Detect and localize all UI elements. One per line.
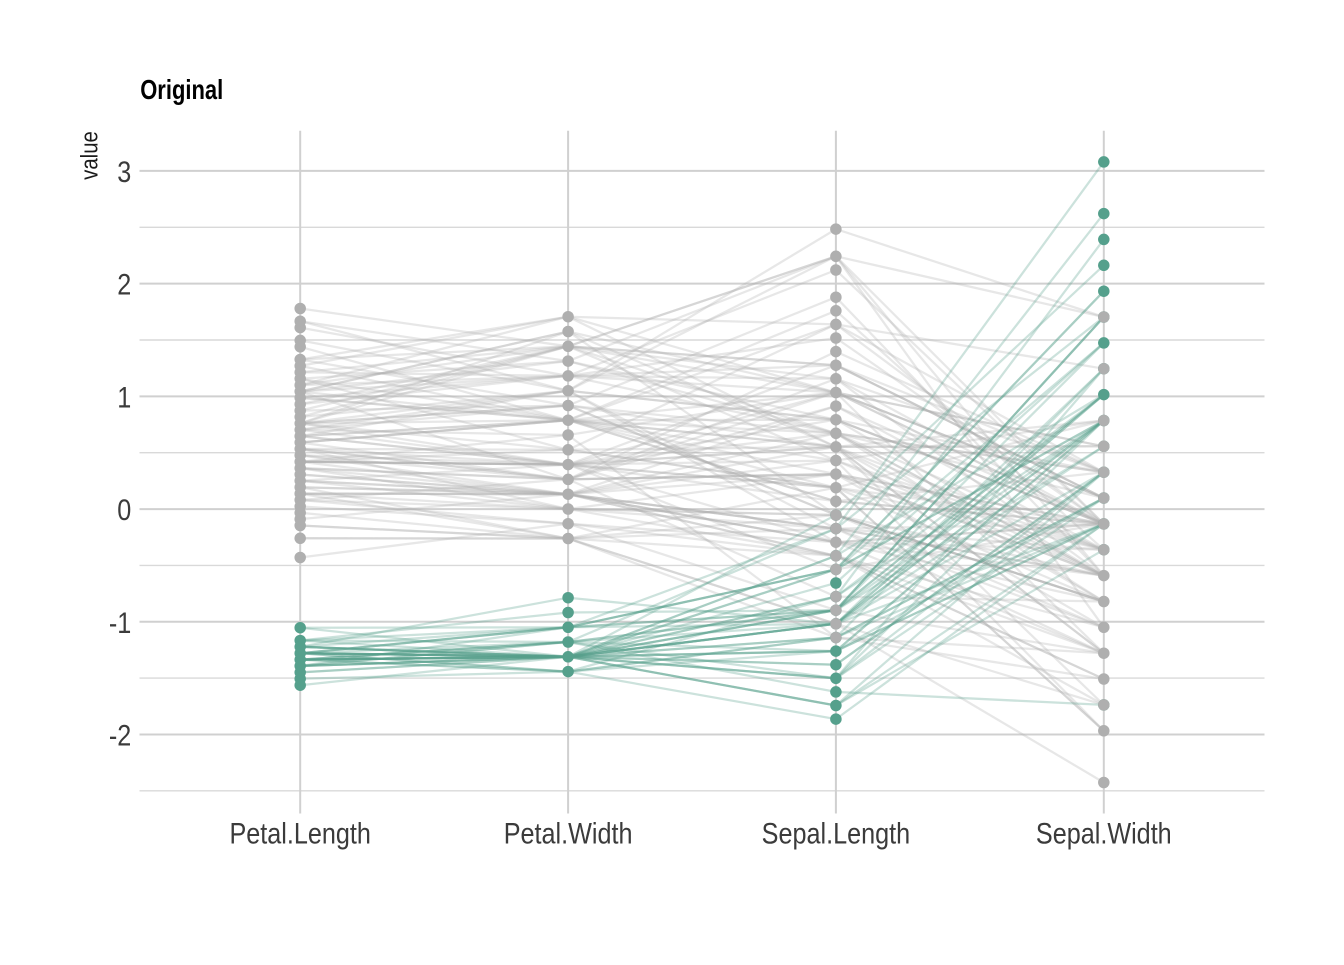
svg-text:0: 0: [117, 493, 131, 527]
svg-text:-1: -1: [109, 606, 131, 640]
svg-text:Original: Original: [140, 75, 223, 106]
svg-text:Petal.Width: Petal.Width: [504, 816, 633, 850]
svg-text:2: 2: [117, 268, 131, 302]
svg-text:Sepal.Width: Sepal.Width: [1036, 816, 1172, 850]
svg-text:Petal.Length: Petal.Length: [229, 816, 370, 850]
svg-text:1: 1: [117, 380, 131, 414]
svg-text:-2: -2: [109, 718, 131, 752]
svg-text:3: 3: [117, 155, 131, 189]
svg-text:Sepal.Length: Sepal.Length: [762, 816, 910, 850]
svg-text:value: value: [76, 131, 103, 180]
